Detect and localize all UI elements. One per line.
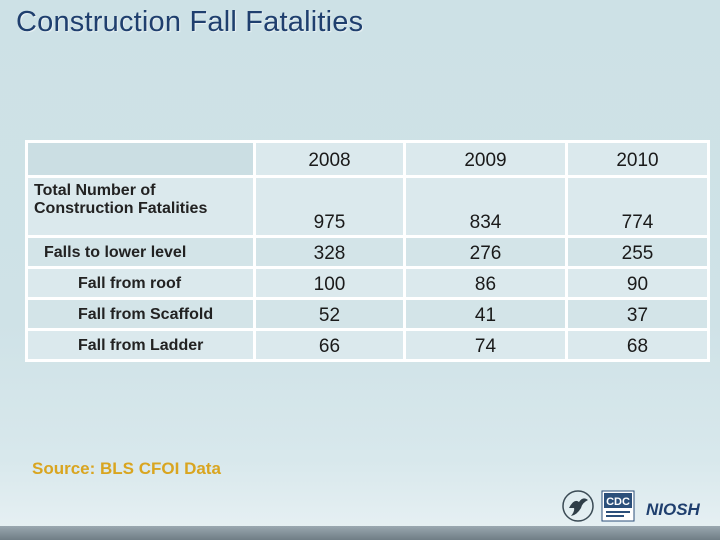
cell-value: 328 — [253, 235, 406, 269]
agency-logos: CDC NIOSH — [560, 488, 710, 524]
logos-svg: CDC NIOSH — [562, 490, 701, 522]
cdc-logo-text: CDC — [606, 496, 630, 508]
cell-value: 255 — [565, 235, 710, 269]
table-header-row: 2008 2009 2010 — [25, 140, 710, 178]
table-row: Fall from Scaffold 52 41 37 — [25, 297, 710, 331]
table-row: Total Number of Construction Fatalities … — [25, 175, 710, 238]
cell-value: 774 — [565, 175, 710, 238]
source-note: Source: BLS CFOI Data — [32, 459, 221, 478]
footer-bar — [0, 526, 720, 540]
table-row: Fall from Ladder 66 74 68 — [25, 328, 710, 362]
fatalities-table-container: 2008 2009 2010 Total Number of Construct… — [25, 140, 710, 362]
hhs-eagle-icon — [562, 490, 594, 522]
cell-value: 86 — [403, 266, 568, 300]
cell-value: 100 — [253, 266, 406, 300]
cell-value: 37 — [565, 297, 710, 331]
page-title: Construction Fall Fatalities — [16, 6, 364, 38]
header-year-2009: 2009 — [403, 140, 568, 178]
cell-value: 834 — [403, 175, 568, 238]
row-label-falls-lower: Falls to lower level — [25, 235, 256, 269]
row-label-scaffold: Fall from Scaffold — [25, 297, 256, 331]
header-blank-cell — [25, 140, 256, 178]
cdc-logo-icon: CDC — [601, 490, 635, 522]
cell-value: 41 — [403, 297, 568, 331]
cell-value: 975 — [253, 175, 406, 238]
niosh-logo-text: NIOSH — [646, 500, 701, 519]
cell-value: 276 — [403, 235, 568, 269]
table-row: Fall from roof 100 86 90 — [25, 266, 710, 300]
row-label-roof: Fall from roof — [25, 266, 256, 300]
cell-value: 52 — [253, 297, 406, 331]
cell-value: 66 — [253, 328, 406, 362]
cell-value: 74 — [403, 328, 568, 362]
niosh-logo-icon: NIOSH — [646, 500, 701, 519]
header-year-2008: 2008 — [253, 140, 406, 178]
cell-value: 90 — [565, 266, 710, 300]
cell-value: 68 — [565, 328, 710, 362]
table-row: Falls to lower level 328 276 255 — [25, 235, 710, 269]
fatalities-table: 2008 2009 2010 Total Number of Construct… — [25, 140, 710, 362]
row-label-total: Total Number of Construction Fatalities — [25, 175, 256, 238]
row-label-ladder: Fall from Ladder — [25, 328, 256, 362]
header-year-2010: 2010 — [565, 140, 710, 178]
